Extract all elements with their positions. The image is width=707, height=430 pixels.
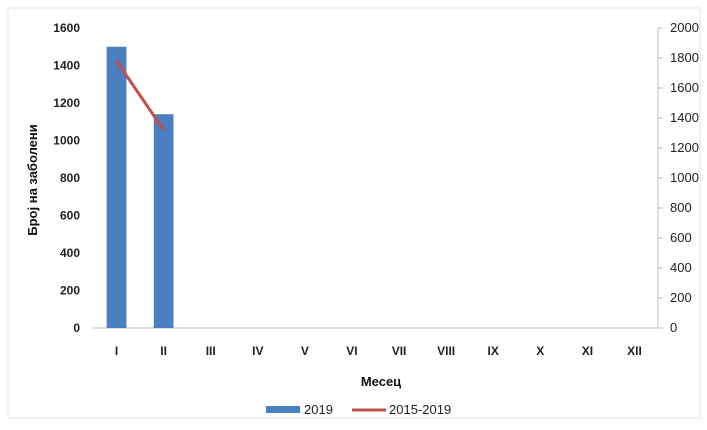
left-tick-label: 200 <box>60 284 80 298</box>
x-tick-label: XII <box>627 344 642 358</box>
left-tick-label: 1600 <box>53 21 80 35</box>
x-tick-label: VIII <box>437 344 455 358</box>
x-axis-title: Месец <box>361 374 401 389</box>
left-tick-label: 600 <box>60 209 80 223</box>
left-tick-label: 400 <box>60 246 80 260</box>
legend-label-2019: 2019 <box>304 402 333 417</box>
left-tick-label: 1400 <box>53 59 80 73</box>
x-tick-label: V <box>301 344 309 358</box>
x-tick-label: XI <box>582 344 593 358</box>
bar-series-2019 <box>106 46 174 328</box>
right-tick-label: 600 <box>670 230 692 245</box>
bar-II <box>153 114 174 328</box>
y-axis-title: Број на заболени <box>25 124 40 235</box>
x-tick-label: IV <box>252 344 263 358</box>
right-tick-label: 2000 <box>670 20 699 35</box>
right-tick-label: 1400 <box>670 110 699 125</box>
legend: 2019 2015-2019 <box>266 402 451 417</box>
right-tick-label: 200 <box>670 290 692 305</box>
x-tick-label: II <box>160 344 167 358</box>
right-tick-label: 400 <box>670 260 692 275</box>
legend-swatch-2019 <box>266 406 300 413</box>
right-tick-label: 0 <box>670 320 677 335</box>
x-tick-label: X <box>536 344 544 358</box>
right-tick-label: 1600 <box>670 80 699 95</box>
legend-label-2015-2019: 2015-2019 <box>389 402 451 417</box>
x-tick-label: I <box>115 344 118 358</box>
right-tick-label: 1200 <box>670 140 699 155</box>
left-axis-ticks: 0 200 400 600 800 1000 1200 1400 1600 <box>53 21 80 335</box>
x-tick-label: III <box>206 344 216 358</box>
x-tick-label: IX <box>488 344 499 358</box>
left-tick-label: 1200 <box>53 96 80 110</box>
right-tick-label: 1800 <box>670 50 699 65</box>
left-tick-label: 0 <box>73 321 80 335</box>
x-tick-label: VI <box>346 344 357 358</box>
right-tick-label: 800 <box>670 200 692 215</box>
line-series-2015-2019 <box>115 60 165 131</box>
series-line-2015-2019 <box>115 60 165 131</box>
right-tick-label: 1000 <box>670 170 699 185</box>
x-tick-label: VII <box>392 344 407 358</box>
bar-I <box>106 46 127 328</box>
right-axis-ticks: 0 200 400 600 800 1000 1200 1400 1600 1800 2000 <box>658 20 699 335</box>
left-tick-label: 1000 <box>53 134 80 148</box>
x-axis-ticks: I II III IV V VI VII VIII IX X XI XII <box>115 344 642 358</box>
left-tick-label: 800 <box>60 171 80 185</box>
